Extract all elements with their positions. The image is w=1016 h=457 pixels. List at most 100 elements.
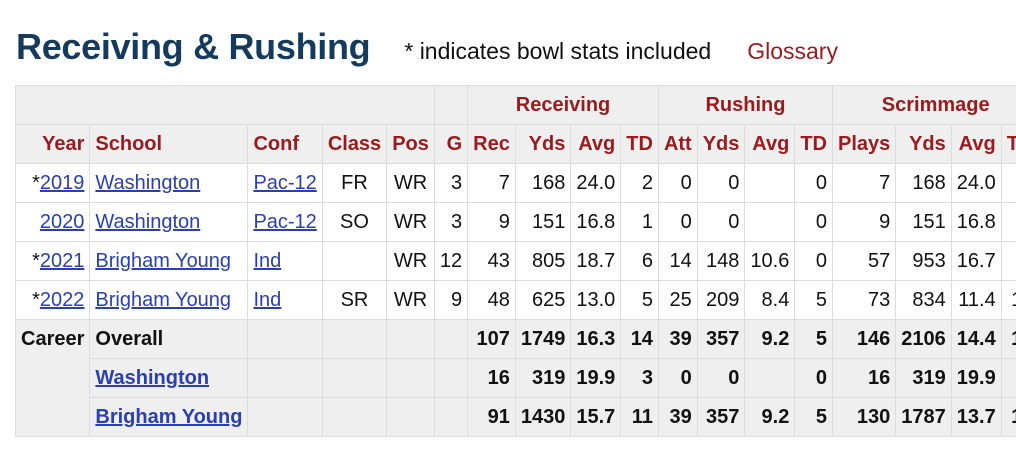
conf-link[interactable]: Ind (253, 288, 282, 311)
empty-cell (321, 397, 388, 437)
rec-td-cell: 2 (620, 163, 659, 203)
col-scr-td[interactable]: TD (1000, 124, 1016, 164)
rush-td-cell: 5 (794, 280, 833, 320)
career-overall-label: Overall (89, 319, 249, 359)
table-row: *2021 Brigham Young Ind WR 12 43 805 18.… (14, 241, 1016, 281)
rec-yds-cell: 168 (514, 163, 572, 203)
rec-avg-cell: 15.7 (570, 397, 622, 437)
year-link[interactable]: 2020 (39, 210, 85, 233)
school-link[interactable]: Brigham Young (95, 249, 232, 272)
att-cell: 0 (657, 202, 698, 242)
col-scr-avg[interactable]: Avg (950, 124, 1002, 164)
col-conf[interactable]: Conf (247, 124, 323, 164)
col-rush-td[interactable]: TD (794, 124, 833, 164)
scr-yds-cell: 834 (895, 280, 952, 320)
rush-avg-cell (744, 202, 796, 242)
rush-avg-cell (744, 358, 796, 398)
col-rec-td[interactable]: TD (620, 124, 659, 164)
g-cell: 3 (433, 202, 469, 242)
col-rush-avg[interactable]: Avg (744, 124, 796, 164)
g-cell: 9 (433, 280, 469, 320)
career-label: Career (14, 319, 91, 437)
empty-cell (386, 358, 435, 398)
col-school[interactable]: School (89, 124, 249, 164)
year-cell: 2020 (14, 202, 91, 242)
col-pos[interactable]: Pos (386, 124, 435, 164)
scr-avg-cell: 16.7 (950, 241, 1002, 281)
att-cell: 25 (657, 280, 698, 320)
bowl-star: * (32, 288, 40, 311)
rec-avg-cell: 19.9 (570, 358, 622, 398)
school-cell: Brigham Young (89, 280, 249, 320)
col-att[interactable]: Att (657, 124, 698, 164)
rush-td-cell: 5 (794, 319, 833, 359)
empty-cell (321, 358, 388, 398)
conf-link[interactable]: Pac-12 (253, 171, 317, 194)
plays-cell: 57 (831, 241, 897, 281)
rec-yds-cell: 1430 (514, 397, 572, 437)
group-header-receiving: Receiving (467, 85, 659, 125)
scr-yds-cell: 319 (895, 358, 952, 398)
rush-avg-cell: 9.2 (744, 397, 796, 437)
col-scr-yds[interactable]: Yds (895, 124, 952, 164)
scr-td-cell: 6 (1000, 241, 1016, 281)
career-school-cell: Washington (89, 358, 249, 398)
school-link[interactable]: Washington (95, 210, 201, 233)
scr-avg-cell: 13.7 (950, 397, 1002, 437)
glossary-link[interactable]: Glossary (747, 38, 838, 64)
col-class[interactable]: Class (321, 124, 388, 164)
year-cell: *2019 (14, 163, 91, 203)
scr-avg-cell: 11.4 (950, 280, 1002, 320)
table-row: *2019 Washington Pac-12 FR WR 3 7 168 24… (14, 163, 1016, 203)
att-cell: 0 (657, 163, 698, 203)
empty-cell (433, 319, 469, 359)
rush-avg-cell (744, 163, 796, 203)
rec-avg-cell: 24.0 (570, 163, 622, 203)
school-link[interactable]: Brigham Young (95, 288, 232, 311)
conf-link[interactable]: Pac-12 (253, 210, 317, 233)
year-link[interactable]: 2019 (39, 171, 85, 194)
conf-link[interactable]: Ind (253, 249, 282, 272)
scr-avg-cell: 24.0 (950, 163, 1002, 203)
rec-td-cell: 11 (620, 397, 659, 437)
conf-cell: Ind (247, 241, 323, 281)
class-cell: SO (321, 202, 388, 242)
conf-cell: Pac-12 (247, 163, 323, 203)
col-rush-yds[interactable]: Yds (696, 124, 746, 164)
scr-yds-cell: 1787 (895, 397, 952, 437)
col-plays[interactable]: Plays (831, 124, 897, 164)
career-school-link[interactable]: Washington (95, 366, 210, 389)
career-row-brigham-young: Brigham Young 91 1430 15.7 11 39 357 9.2… (16, 397, 1016, 437)
career-row-washington: Washington 16 319 19.9 3 0 0 0 16 319 19… (16, 358, 1016, 398)
school-link[interactable]: Washington (95, 171, 201, 194)
rush-yds-cell: 0 (696, 163, 746, 203)
year-cell: *2022 (14, 280, 91, 320)
rec-td-cell: 6 (620, 241, 659, 281)
group-header-rushing: Rushing (657, 85, 834, 125)
rec-avg-cell: 18.7 (570, 241, 622, 281)
col-rec-yds[interactable]: Yds (514, 124, 572, 164)
scr-td-cell: 3 (1000, 358, 1016, 398)
career-school-link[interactable]: Brigham Young (95, 405, 243, 428)
g-cell: 12 (433, 241, 469, 281)
empty-cell (433, 358, 469, 398)
plays-cell: 9 (831, 202, 897, 242)
rush-avg-cell: 10.6 (744, 241, 796, 281)
rush-avg-cell: 8.4 (744, 280, 796, 320)
rush-avg-cell: 9.2 (744, 319, 796, 359)
col-rec[interactable]: Rec (467, 124, 516, 164)
scr-td-cell: 10 (1000, 280, 1016, 320)
year-link[interactable]: 2022 (39, 288, 85, 311)
plays-cell: 16 (831, 358, 897, 398)
rush-td-cell: 0 (794, 241, 833, 281)
bowl-star: * (32, 171, 40, 194)
rush-yds-cell: 0 (696, 202, 746, 242)
scr-yds-cell: 168 (895, 163, 952, 203)
rec-cell: 16 (467, 358, 516, 398)
rec-cell: 9 (467, 202, 516, 242)
col-rec-avg[interactable]: Avg (570, 124, 622, 164)
col-g[interactable]: G (433, 124, 469, 164)
pos-cell: WR (386, 280, 435, 320)
col-year[interactable]: Year (14, 124, 91, 164)
year-link[interactable]: 2021 (39, 249, 85, 272)
